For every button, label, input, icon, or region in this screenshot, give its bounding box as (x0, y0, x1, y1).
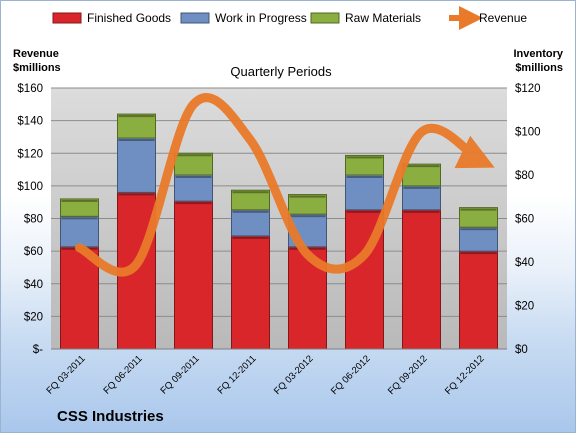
x-tick-label: FQ 03-2012 (272, 353, 316, 397)
y-right-tick-label: $60 (515, 214, 534, 226)
bar-raw-materials-top-edge (175, 154, 212, 157)
legend-label: Finished Goods (87, 11, 171, 25)
bar-raw-materials-top-edge (403, 165, 440, 168)
bar-work-in-progress-top-edge (61, 217, 98, 220)
bar-work-in-progress-top-edge (346, 176, 383, 178)
y-right-tick-label: $20 (515, 301, 534, 313)
y-left-axis-unit: $millions (13, 62, 61, 74)
bar-finished-goods (174, 200, 213, 350)
y-right-tick-label: $80 (515, 170, 534, 182)
plot-title: Quarterly Periods (230, 64, 332, 79)
revenue-line (75, 93, 495, 277)
bar-finished-goods (402, 209, 441, 350)
bar-finished-goods (231, 235, 270, 350)
y-left-tick-label: $60 (24, 246, 43, 258)
bar-work-in-progress (60, 215, 99, 248)
y-right-tick-label: $0 (515, 344, 528, 356)
bar-work-in-progress (459, 226, 498, 252)
bar-work-in-progress-top-edge (175, 176, 212, 178)
bar-finished-goods-top-edge (232, 236, 269, 239)
bar-work-in-progress (117, 137, 156, 193)
bar-finished-goods-top-edge (460, 252, 497, 255)
y-right-tick-label: $40 (515, 257, 534, 269)
y-left-tick-label: $40 (24, 279, 43, 291)
bar-raw-materials-top-edge (118, 115, 155, 118)
y-left-tick-label: $80 (24, 214, 43, 226)
y-right-ticks: $0 $20 $40 $60 $80 $100 $120 (515, 83, 541, 356)
legend-swatch-raw-materials (310, 12, 340, 24)
legend-swatch-finished-goods (52, 12, 82, 24)
bar-raw-materials (231, 189, 270, 211)
y-left-tick-label: $20 (24, 311, 43, 323)
y-right-tick-label: $100 (515, 127, 541, 139)
bar-raw-materials (117, 113, 156, 139)
bar-raw-materials (459, 207, 498, 228)
x-tick-label: FQ 12-2012 (443, 353, 487, 397)
x-tick-label: FQ 12-2011 (215, 353, 258, 396)
bar-raw-materials (402, 163, 441, 187)
bar-work-in-progress (174, 174, 213, 202)
bar-finished-goods-top-edge (346, 210, 383, 213)
bar-raw-materials-top-edge (289, 195, 326, 198)
y-left-ticks: $- $20 $40 $60 $80 $100 $120 $140 $160 (17, 83, 43, 356)
y-right-tick-label: $120 (515, 83, 541, 95)
revenue-line-path (75, 93, 495, 277)
bar-raw-materials (288, 194, 327, 215)
bar-raw-materials-top-edge (346, 156, 383, 159)
x-tick-label: FQ 03-2011 (44, 353, 87, 396)
bar-series (60, 113, 498, 350)
bar-finished-goods-top-edge (403, 210, 440, 213)
bar-raw-materials-top-edge (232, 191, 269, 194)
y-left-tick-label: $120 (17, 148, 43, 160)
bar-work-in-progress (402, 185, 441, 211)
bar-work-in-progress-top-edge (460, 228, 497, 231)
y-left-tick-label: $- (33, 344, 43, 356)
bar-work-in-progress (231, 209, 270, 237)
x-tick-label: FQ 06-2011 (101, 353, 144, 396)
bar-raw-materials-top-edge (460, 208, 497, 211)
bar-finished-goods-top-edge (175, 202, 212, 205)
bar-raw-materials (174, 152, 213, 176)
x-ticks: FQ 03-2011 FQ 06-2011 FQ 09-2011 FQ 12-2011… (44, 353, 486, 397)
bar-raw-materials-top-edge (61, 199, 98, 202)
company-name: CSS Industries (57, 408, 164, 425)
bar-work-in-progress-top-edge (118, 139, 155, 142)
legend-label: Revenue (479, 11, 527, 25)
y-left-tick-label: $140 (17, 116, 43, 128)
bar-finished-goods (459, 250, 498, 350)
legend-label: Raw Materials (345, 11, 421, 25)
x-tick-label: FQ 06-2012 (329, 353, 373, 397)
x-tick-label: FQ 09-2011 (158, 353, 201, 396)
bar-raw-materials (345, 154, 384, 176)
bar-raw-materials (60, 198, 99, 217)
y-left-tick-label: $100 (17, 181, 43, 193)
legend-label: Work in Progress (215, 11, 307, 25)
y-right-axis-unit: $millions (515, 62, 563, 74)
y-right-axis-title: Inventory (513, 48, 563, 60)
bar-work-in-progress (345, 174, 384, 211)
x-tick-label: FQ 09-2012 (386, 353, 430, 397)
y-left-axis-title: Revenue (13, 48, 59, 60)
legend: Finished Goods Work in Progress Raw Materi… (52, 6, 527, 30)
bar-work-in-progress-top-edge (232, 210, 269, 213)
bar-work-in-progress-top-edge (289, 215, 326, 218)
legend-swatch-work-in-progress (180, 12, 210, 24)
bar-finished-goods (60, 246, 99, 350)
bar-work-in-progress-top-edge (403, 186, 440, 189)
y-left-tick-label: $160 (17, 83, 43, 95)
bar-finished-goods-top-edge (118, 193, 155, 196)
